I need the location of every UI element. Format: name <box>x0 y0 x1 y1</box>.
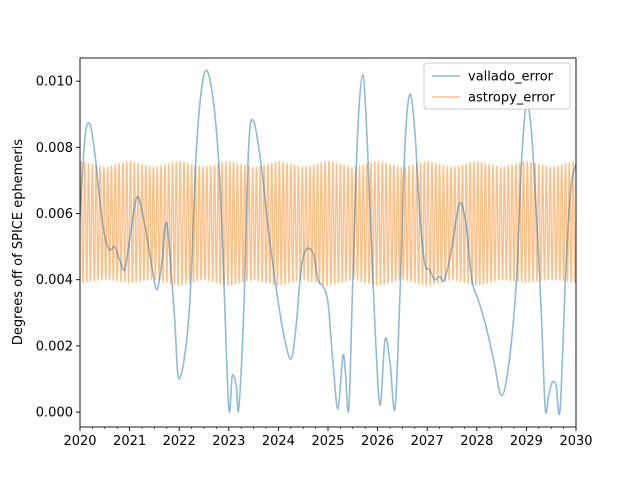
series-layer <box>80 69 576 416</box>
y-tick-label: 0.006 <box>36 207 73 222</box>
x-tick-label: 2029 <box>510 434 543 449</box>
x-tick-label: 2027 <box>411 434 444 449</box>
x-tick-label: 2020 <box>63 434 96 449</box>
legend: vallado_error astropy_error <box>423 62 571 110</box>
y-tick-label: 0.002 <box>36 339 73 354</box>
legend-label: astropy_error <box>468 91 555 106</box>
legend-label: vallado_error <box>468 70 554 85</box>
x-tick-label: 2022 <box>163 434 196 449</box>
y-tick-label: 0.000 <box>36 406 73 421</box>
x-tick-label: 2026 <box>361 434 394 449</box>
x-tick-label: 2021 <box>113 434 146 449</box>
y-tick-label: 0.008 <box>36 141 73 156</box>
legend-box <box>423 62 571 110</box>
x-tick-label: 2030 <box>559 434 592 449</box>
x-tick-label: 2028 <box>460 434 493 449</box>
series-astropy-error-line <box>80 160 576 287</box>
y-tick-label: 0.004 <box>36 273 73 288</box>
y-axis-label: Degrees off of SPICE ephemeris <box>11 139 26 345</box>
y-tick-label: 0.010 <box>36 75 73 90</box>
x-tick-label: 2025 <box>311 434 344 449</box>
axes-layer: 2020 2021 2022 2023 2024 2025 2026 2027 2028 2029… <box>36 57 593 449</box>
x-tick-label: 2023 <box>212 434 245 449</box>
series-vallado-error-line <box>80 69 576 416</box>
x-tick-label: 2024 <box>262 434 295 449</box>
